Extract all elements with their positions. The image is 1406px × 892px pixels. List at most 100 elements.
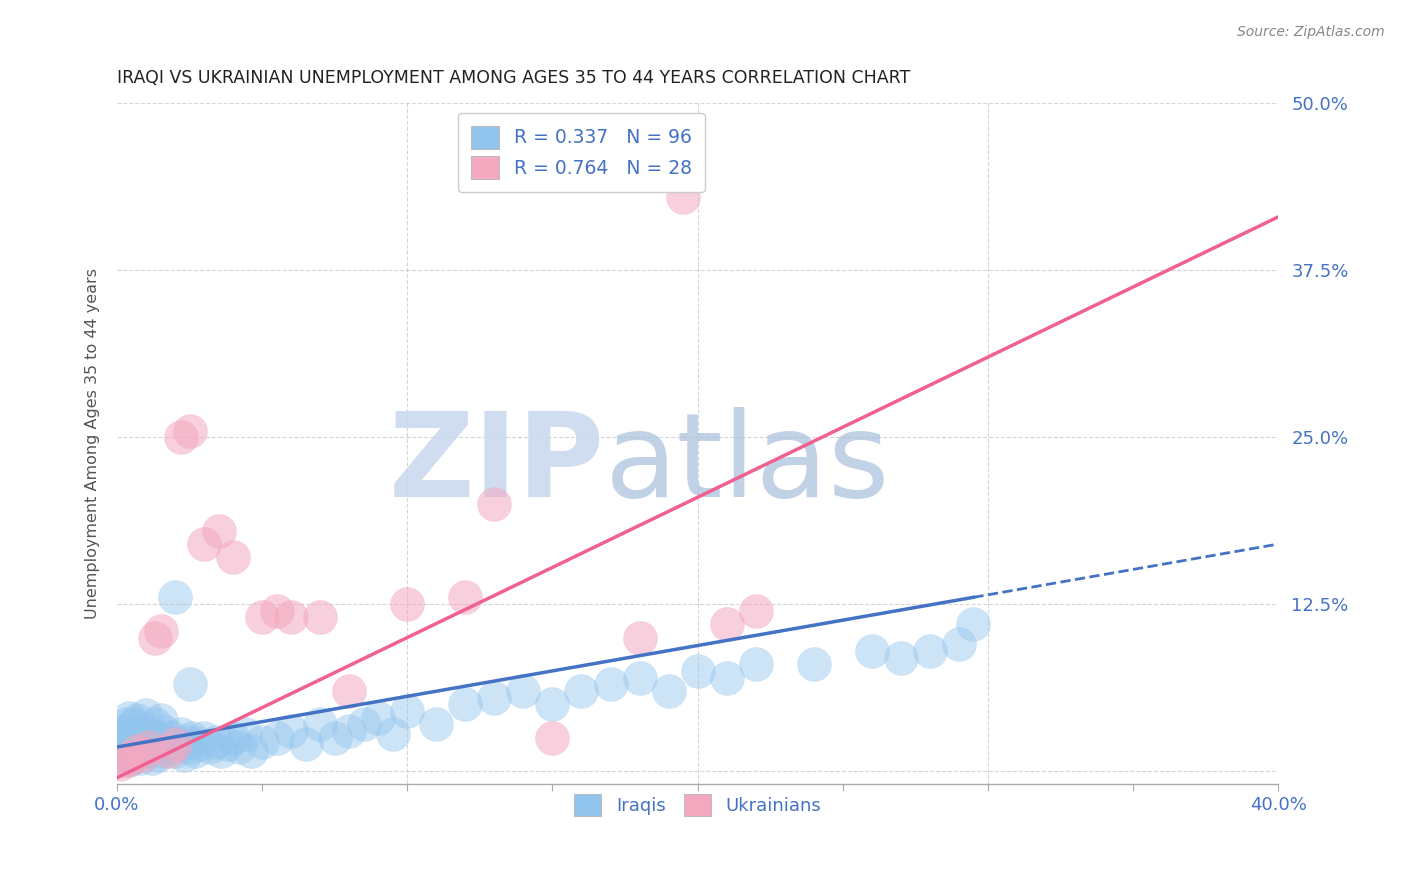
Text: atlas: atlas — [605, 407, 890, 522]
Point — [121, 737, 143, 751]
Point — [157, 744, 180, 758]
Point — [146, 731, 169, 745]
Point — [127, 714, 149, 728]
Point — [163, 744, 186, 758]
Point — [381, 727, 404, 741]
Point — [266, 604, 288, 618]
Point — [149, 714, 172, 728]
Point — [117, 742, 139, 756]
Point — [170, 430, 193, 444]
Text: ZIP: ZIP — [388, 407, 605, 522]
Point — [127, 727, 149, 741]
Point — [114, 717, 136, 731]
Point — [152, 724, 174, 739]
Point — [425, 717, 447, 731]
Point — [167, 737, 190, 751]
Point — [124, 739, 146, 754]
Point — [890, 650, 912, 665]
Point — [132, 747, 155, 762]
Point — [143, 631, 166, 645]
Point — [454, 591, 477, 605]
Point — [484, 690, 506, 705]
Point — [163, 737, 186, 751]
Point — [628, 631, 651, 645]
Point — [121, 750, 143, 764]
Point — [138, 737, 160, 751]
Point — [309, 610, 332, 624]
Point — [337, 724, 360, 739]
Point — [121, 744, 143, 758]
Point — [114, 747, 136, 762]
Point — [280, 724, 302, 739]
Point — [541, 731, 564, 745]
Point — [716, 671, 738, 685]
Point — [280, 610, 302, 624]
Point — [132, 734, 155, 748]
Point — [484, 497, 506, 511]
Point — [658, 684, 681, 698]
Point — [454, 698, 477, 712]
Point — [233, 727, 256, 741]
Point — [367, 711, 389, 725]
Point — [143, 739, 166, 754]
Point — [179, 739, 201, 754]
Point — [803, 657, 825, 672]
Point — [138, 744, 160, 758]
Point — [138, 739, 160, 754]
Point — [108, 757, 131, 772]
Point — [114, 753, 136, 767]
Point — [108, 744, 131, 758]
Point — [149, 624, 172, 638]
Point — [149, 737, 172, 751]
Point — [152, 744, 174, 758]
Point — [396, 597, 419, 611]
Point — [117, 753, 139, 767]
Point — [117, 727, 139, 741]
Point — [686, 664, 709, 678]
Point — [294, 737, 316, 751]
Point — [184, 744, 207, 758]
Point — [114, 734, 136, 748]
Point — [160, 731, 183, 745]
Point — [176, 734, 198, 748]
Point — [860, 644, 883, 658]
Point — [239, 744, 262, 758]
Point — [127, 744, 149, 758]
Point — [918, 644, 941, 658]
Point — [111, 731, 134, 745]
Point — [117, 711, 139, 725]
Point — [111, 724, 134, 739]
Point — [323, 731, 346, 745]
Point — [250, 610, 273, 624]
Point — [114, 739, 136, 754]
Point — [571, 684, 593, 698]
Point — [132, 724, 155, 739]
Point — [124, 747, 146, 762]
Point — [129, 731, 152, 745]
Text: IRAQI VS UKRAINIAN UNEMPLOYMENT AMONG AGES 35 TO 44 YEARS CORRELATION CHART: IRAQI VS UKRAINIAN UNEMPLOYMENT AMONG AG… — [117, 69, 910, 87]
Point — [179, 424, 201, 438]
Point — [143, 717, 166, 731]
Point — [266, 731, 288, 745]
Point — [124, 717, 146, 731]
Point — [111, 750, 134, 764]
Point — [948, 637, 970, 651]
Point — [121, 731, 143, 745]
Point — [250, 734, 273, 748]
Point — [599, 677, 621, 691]
Point — [173, 747, 195, 762]
Point — [163, 591, 186, 605]
Point — [541, 698, 564, 712]
Point — [211, 744, 233, 758]
Point — [204, 734, 226, 748]
Point — [121, 750, 143, 764]
Point — [207, 524, 229, 538]
Point — [716, 617, 738, 632]
Y-axis label: Unemployment Among Ages 35 to 44 years: Unemployment Among Ages 35 to 44 years — [86, 268, 100, 619]
Point — [744, 604, 766, 618]
Point — [228, 739, 250, 754]
Point — [396, 704, 419, 718]
Point — [193, 537, 215, 551]
Point — [181, 731, 204, 745]
Point — [744, 657, 766, 672]
